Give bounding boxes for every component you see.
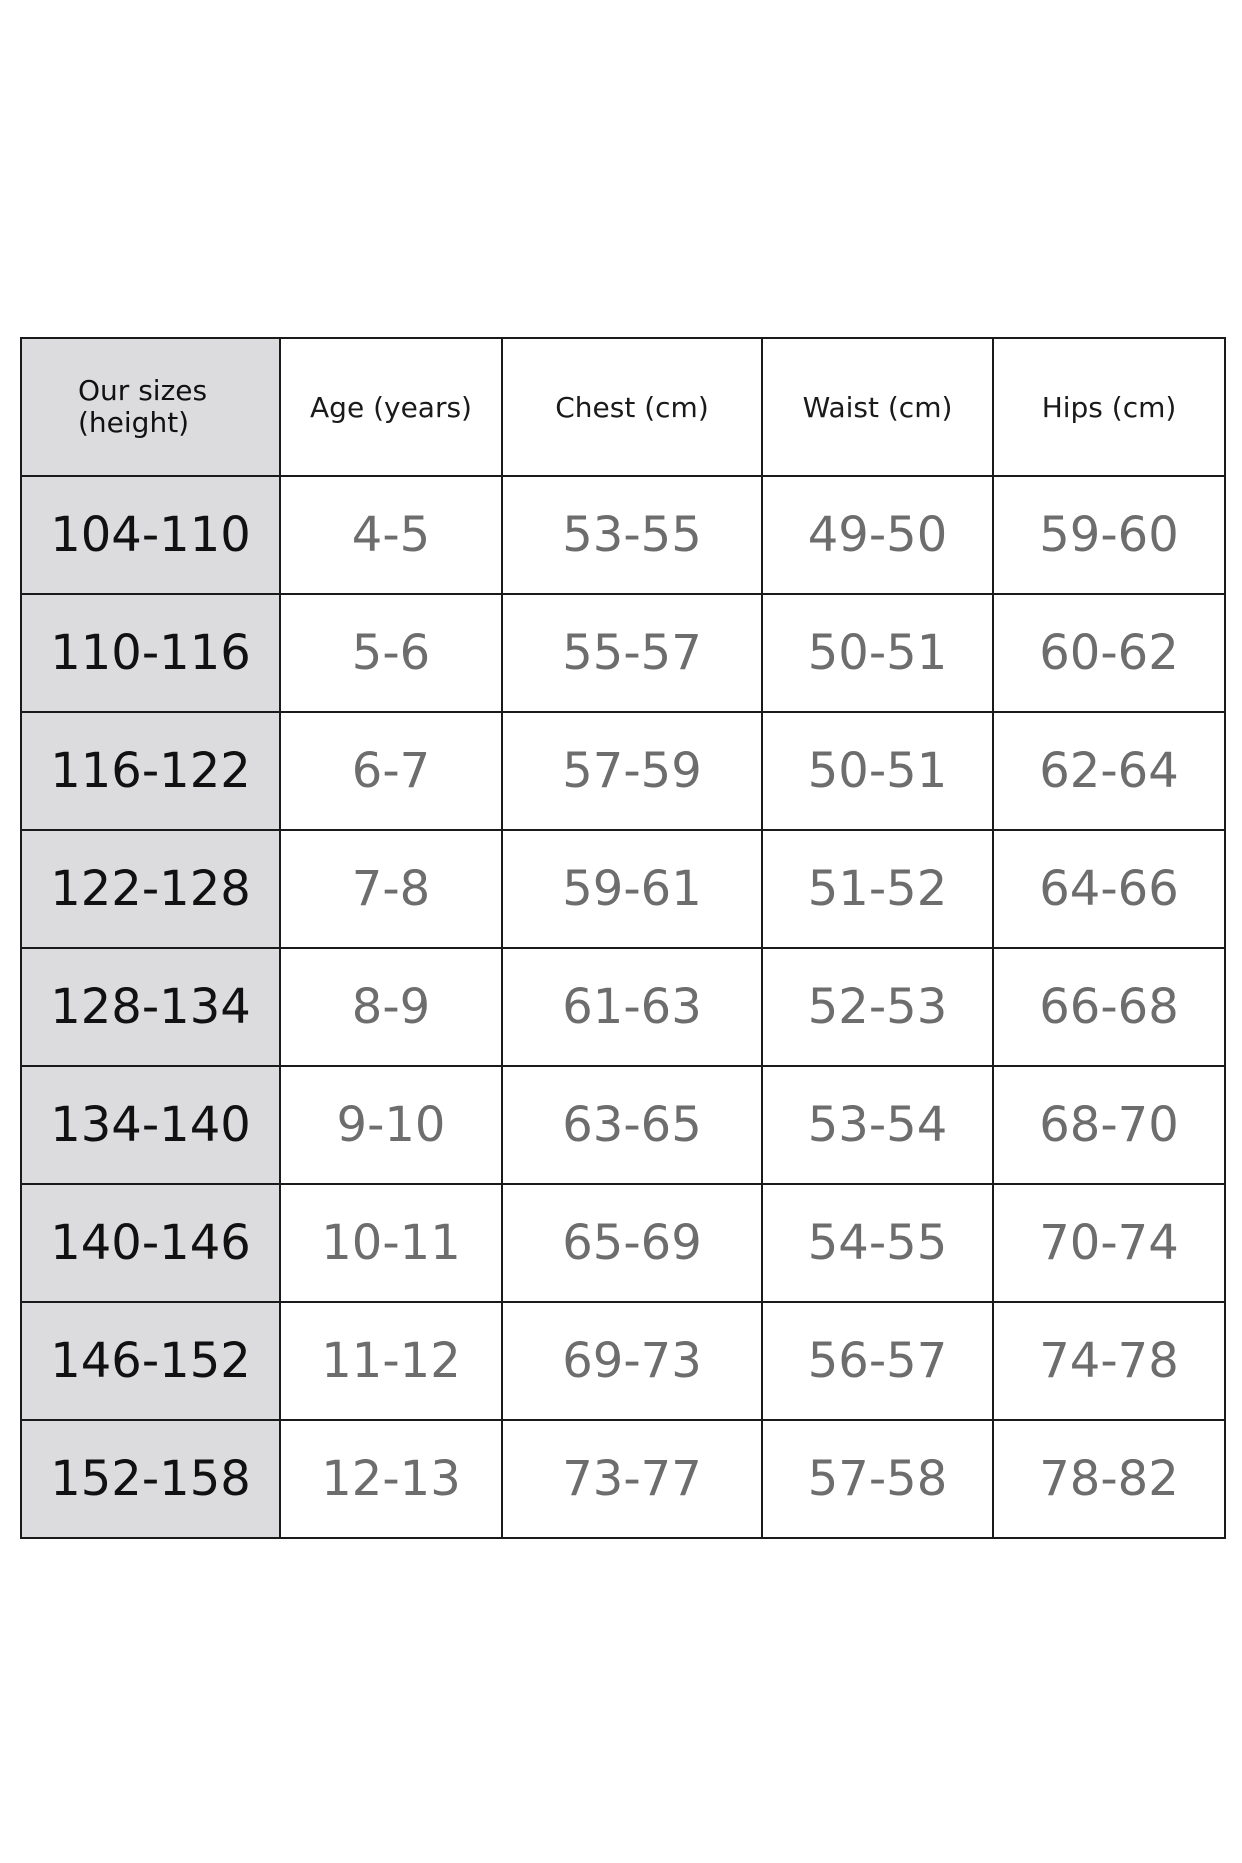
table-row: 146-152 11-12 69-73 56-57 74-78: [20, 1301, 1226, 1421]
header-hips: Hips (cm): [992, 337, 1226, 477]
table-row: 116-122 6-7 57-59 50-51 62-64: [20, 711, 1226, 831]
cell-age: 11-12: [279, 1301, 503, 1421]
cell-chest: 73-77: [501, 1419, 763, 1539]
cell-age: 7-8: [279, 829, 503, 949]
header-waist: Waist (cm): [761, 337, 994, 477]
cell-age: 5-6: [279, 593, 503, 713]
cell-size: 134-140: [20, 1065, 281, 1185]
table-row: 152-158 12-13 73-77 57-58 78-82: [20, 1419, 1226, 1539]
cell-waist: 57-58: [761, 1419, 994, 1539]
cell-chest: 53-55: [501, 475, 763, 595]
cell-age: 8-9: [279, 947, 503, 1067]
cell-hips: 66-68: [992, 947, 1226, 1067]
cell-age: 12-13: [279, 1419, 503, 1539]
cell-hips: 78-82: [992, 1419, 1226, 1539]
cell-hips: 62-64: [992, 711, 1226, 831]
cell-size: 110-116: [20, 593, 281, 713]
cell-waist: 53-54: [761, 1065, 994, 1185]
cell-waist: 51-52: [761, 829, 994, 949]
table-row: 122-128 7-8 59-61 51-52 64-66: [20, 829, 1226, 949]
cell-size: 128-134: [20, 947, 281, 1067]
cell-chest: 63-65: [501, 1065, 763, 1185]
cell-size: 146-152: [20, 1301, 281, 1421]
cell-chest: 69-73: [501, 1301, 763, 1421]
table-row: 128-134 8-9 61-63 52-53 66-68: [20, 947, 1226, 1067]
cell-waist: 56-57: [761, 1301, 994, 1421]
header-chest: Chest (cm): [501, 337, 763, 477]
cell-waist: 50-51: [761, 593, 994, 713]
cell-hips: 60-62: [992, 593, 1226, 713]
table-row: 110-116 5-6 55-57 50-51 60-62: [20, 593, 1226, 713]
cell-waist: 54-55: [761, 1183, 994, 1303]
cell-size: 122-128: [20, 829, 281, 949]
cell-size: 140-146: [20, 1183, 281, 1303]
cell-chest: 61-63: [501, 947, 763, 1067]
cell-age: 9-10: [279, 1065, 503, 1185]
table-row: 140-146 10-11 65-69 54-55 70-74: [20, 1183, 1226, 1303]
cell-waist: 50-51: [761, 711, 994, 831]
cell-age: 10-11: [279, 1183, 503, 1303]
cell-chest: 59-61: [501, 829, 763, 949]
cell-size: 104-110: [20, 475, 281, 595]
header-row: Our sizes (height) Age (years) Chest (cm…: [20, 337, 1226, 477]
cell-size: 116-122: [20, 711, 281, 831]
cell-waist: 49-50: [761, 475, 994, 595]
cell-chest: 57-59: [501, 711, 763, 831]
table-row: 134-140 9-10 63-65 53-54 68-70: [20, 1065, 1226, 1185]
header-our-sizes: Our sizes (height): [20, 337, 281, 477]
cell-size: 152-158: [20, 1419, 281, 1539]
header-our-sizes-line2: (height): [78, 406, 190, 439]
size-chart-table: Our sizes (height) Age (years) Chest (cm…: [20, 337, 1226, 1539]
table-row: 104-110 4-5 53-55 49-50 59-60: [20, 475, 1226, 595]
cell-waist: 52-53: [761, 947, 994, 1067]
cell-hips: 70-74: [992, 1183, 1226, 1303]
cell-age: 4-5: [279, 475, 503, 595]
header-age: Age (years): [279, 337, 503, 477]
cell-hips: 64-66: [992, 829, 1226, 949]
cell-age: 6-7: [279, 711, 503, 831]
header-our-sizes-line1: Our sizes: [78, 374, 208, 407]
cell-hips: 59-60: [992, 475, 1226, 595]
cell-hips: 74-78: [992, 1301, 1226, 1421]
cell-hips: 68-70: [992, 1065, 1226, 1185]
cell-chest: 55-57: [501, 593, 763, 713]
cell-chest: 65-69: [501, 1183, 763, 1303]
